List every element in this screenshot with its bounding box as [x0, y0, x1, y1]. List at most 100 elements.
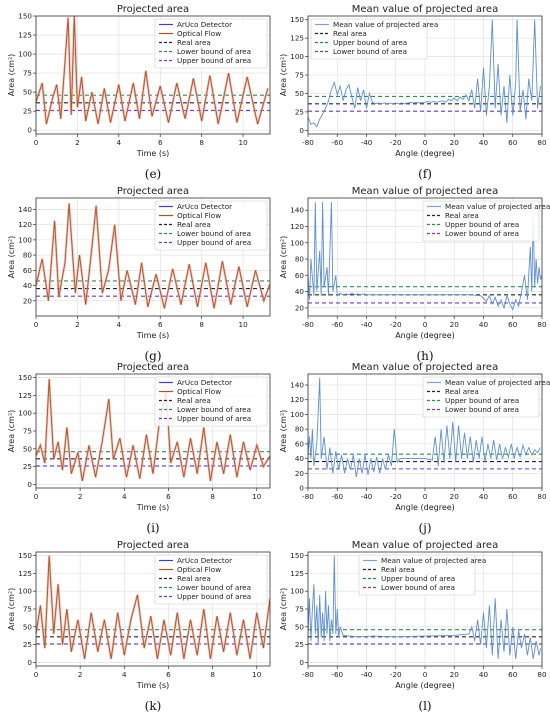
y-tick-label: 80 [295, 425, 305, 434]
panel-5: -80 -60 -40 -20 0 20 40 60 80 0 20 40 60 80 100 120 140 M… [279, 362, 550, 535]
y-axis-label: Area (cm²) [7, 236, 16, 279]
y-tick-label: 50 [295, 89, 305, 98]
panel-7: -80 -60 -40 -20 0 20 40 60 80 0 25 50 75 100 125 150 Mea… [279, 540, 547, 713]
y-tick-label: 20 [295, 469, 305, 478]
chart-title: Projected area [117, 186, 189, 197]
y-tick-label: 150 [290, 551, 304, 560]
panel-1: -80 -60 -40 -20 0 20 40 60 80 0 25 50 75 100 125 150 Mea… [279, 4, 547, 181]
plot-frame [35, 15, 271, 135]
legend-label: Optical Flow [177, 387, 221, 396]
chart-title: Projected area [117, 4, 189, 15]
chart-title: Mean value of projected area [352, 186, 498, 197]
y-tick-label: 125 [18, 569, 32, 578]
chart-title: Mean value of projected area [352, 362, 498, 373]
y-tick-label: 75 [295, 71, 304, 80]
x-tick-label: 8 [210, 492, 215, 501]
x-tick-label: 0 [34, 320, 39, 329]
legend-label: Real area [445, 211, 479, 220]
y-tick-label: 20 [295, 303, 305, 312]
y-tick-label: 25 [23, 462, 32, 471]
x-tick-label: 40 [479, 320, 489, 329]
x-tick-label: 40 [479, 138, 489, 147]
y-tick-label: 50 [295, 622, 305, 631]
y-tick-label: 60 [295, 439, 305, 448]
x-axis-label: Time (s) [136, 331, 170, 340]
y-tick-label: 0 [299, 484, 304, 493]
x-tick-label: 10 [252, 670, 262, 679]
y-tick-label: 75 [23, 69, 32, 78]
legend-label: ArUco Detector [177, 556, 232, 565]
panel-caption: (i) [146, 521, 159, 535]
legend-box [154, 554, 268, 605]
legend-label: ArUco Detector [177, 20, 232, 29]
y-tick-label: 150 [18, 12, 32, 21]
x-tick-label: 0 [34, 138, 39, 147]
x-tick-label: 20 [450, 492, 460, 501]
x-tick-label: 6 [166, 492, 171, 501]
x-tick-label: -80 [302, 320, 314, 329]
legend-label: Lower bound of area [177, 583, 251, 592]
legend-label: Mean value of projected area [381, 556, 486, 565]
x-tick-label: 10 [239, 138, 249, 147]
legend-label: Real area [333, 29, 367, 38]
x-tick-label: 10 [252, 492, 262, 501]
x-tick-label: 0 [423, 670, 428, 679]
chart-title: Projected area [117, 362, 189, 373]
y-tick-label: 0 [299, 126, 304, 135]
y-tick-label: 125 [18, 31, 32, 40]
legend-label: Mean value of projected area [333, 20, 438, 29]
panel-caption: (k) [145, 699, 162, 713]
x-tick-label: 60 [508, 670, 518, 679]
x-tick-label: 20 [450, 320, 460, 329]
legend-label: ArUco Detector [177, 202, 232, 211]
panel-caption: (j) [418, 521, 431, 535]
x-tick-label: 0 [423, 492, 428, 501]
legend-label: Mean value of projected area [445, 378, 550, 387]
x-tick-label: 4 [117, 320, 122, 329]
y-tick-label: 50 [23, 88, 33, 97]
series-line-optical-flow [36, 555, 270, 659]
legend-label: Optical Flow [177, 29, 221, 38]
y-tick-label: 120 [290, 222, 304, 231]
legend-label: Lower bound of area [333, 47, 407, 56]
x-axis-label: Time (s) [136, 681, 170, 690]
y-tick-label: 0 [27, 126, 32, 135]
series-line-mean [308, 19, 541, 128]
y-tick-label: 0 [27, 480, 32, 489]
legend-label: Upper bound of area [177, 414, 251, 423]
legend-label: Upper bound of area [445, 220, 519, 229]
y-tick-label: 20 [23, 296, 33, 305]
legend-label: Upper bound of area [177, 238, 251, 247]
y-tick-label: 40 [295, 454, 305, 463]
x-axis-label: Time (s) [136, 503, 170, 512]
legend-label: Lower bound of area [381, 583, 455, 592]
y-tick-label: 150 [18, 551, 32, 560]
legend-label: Lower bound of area [445, 229, 519, 238]
x-tick-label: -20 [390, 670, 402, 679]
legend-box [154, 200, 268, 251]
y-tick-label: 50 [23, 622, 33, 631]
x-tick-label: 40 [479, 670, 489, 679]
legend-label: Upper bound of area [381, 574, 455, 583]
y-tick-label: 75 [23, 605, 32, 614]
y-tick-label: 60 [23, 266, 33, 275]
y-tick-label: 60 [295, 271, 305, 280]
x-tick-label: 40 [479, 492, 489, 501]
y-tick-label: 75 [295, 605, 304, 614]
x-axis-label: Angle (degree) [395, 331, 455, 340]
y-tick-label: 120 [290, 395, 304, 404]
series-line-mean [308, 555, 541, 659]
legend-label: Real area [177, 38, 211, 47]
legend-label: Real area [177, 220, 211, 229]
x-tick-label: -80 [302, 670, 314, 679]
x-tick-label: -20 [390, 492, 402, 501]
x-tick-label: 2 [75, 138, 80, 147]
y-tick-label: 0 [299, 658, 304, 667]
y-tick-label: 40 [23, 281, 33, 290]
series-line-mean [308, 377, 541, 478]
